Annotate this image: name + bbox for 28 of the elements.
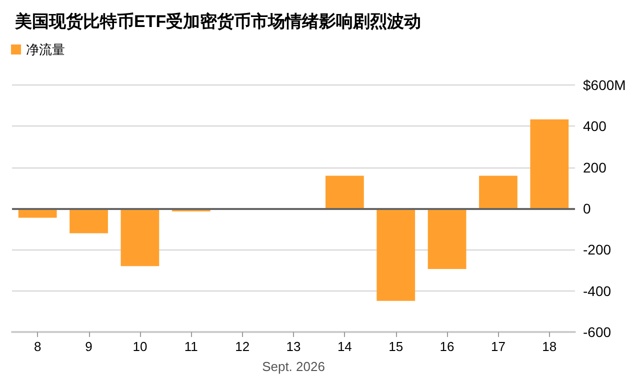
x-tick-label: 16: [440, 339, 454, 354]
x-tick-label: 11: [184, 339, 198, 354]
x-tick-label: 15: [388, 339, 404, 354]
y-tick-label: -200: [583, 242, 612, 258]
y-tick-label: 0: [583, 200, 591, 216]
y-tick-label: -400: [583, 282, 612, 299]
x-tick-label: 9: [85, 339, 92, 354]
y-tick-label: $600M: [583, 77, 626, 93]
x-axis-title: Sept. 2026: [262, 359, 325, 374]
y-tick-label: 200: [583, 159, 607, 176]
x-tick-label: 10: [132, 339, 148, 354]
bar: [479, 176, 518, 208]
bar: [325, 176, 364, 208]
x-tick-label: 13: [286, 339, 301, 354]
x-tick-label: 17: [490, 339, 506, 354]
y-tick-label: 400: [583, 118, 607, 134]
bar: [530, 119, 569, 208]
legend-label: 净流量: [26, 42, 65, 57]
x-tick-label: 18: [542, 339, 557, 354]
bar: [120, 208, 160, 266]
bar: [376, 208, 416, 301]
bar: [70, 208, 108, 234]
x-tick-label: 8: [34, 339, 42, 354]
x-tick-label: 12: [235, 339, 250, 354]
y-tick-label: -600: [583, 324, 612, 340]
bar: [428, 208, 466, 270]
x-tick-label: 14: [337, 339, 352, 354]
chart-title: 美国现货比特币ETF受加密货币市场情绪影响剧烈波动: [14, 12, 422, 31]
